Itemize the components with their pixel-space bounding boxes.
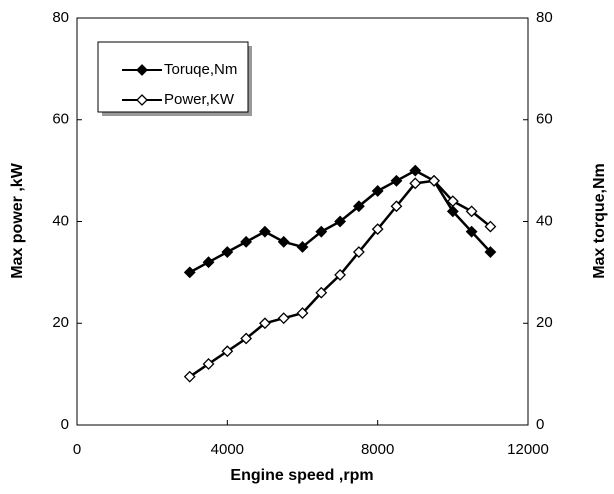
data-point bbox=[484, 220, 497, 233]
data-point bbox=[334, 268, 347, 281]
data-point bbox=[465, 205, 478, 218]
data-point bbox=[315, 225, 328, 238]
data-point bbox=[352, 246, 365, 258]
y2-tick-label: 40 bbox=[536, 212, 553, 229]
legend-marker bbox=[136, 64, 148, 76]
data-point bbox=[352, 200, 365, 213]
legend-label: Power,KW bbox=[164, 91, 235, 108]
y2-tick-label: 20 bbox=[536, 314, 553, 331]
data-point bbox=[277, 235, 290, 248]
x-tick-label: 0 bbox=[73, 441, 81, 458]
data-point bbox=[258, 225, 271, 238]
data-point bbox=[240, 235, 253, 248]
data-point bbox=[390, 174, 403, 187]
data-point bbox=[371, 185, 384, 197]
y-tick-label: 60 bbox=[52, 111, 69, 128]
data-point bbox=[296, 307, 309, 319]
data-point bbox=[221, 345, 234, 358]
data-point bbox=[371, 223, 384, 236]
x-axis-label: Engine speed ,rpm bbox=[230, 467, 373, 484]
y-axis-label: Max power ,kW bbox=[9, 162, 26, 278]
y-tick-label: 0 bbox=[61, 416, 69, 433]
data-point bbox=[409, 164, 422, 177]
data-point bbox=[183, 266, 196, 279]
x-tick-label: 4000 bbox=[211, 441, 244, 458]
data-point bbox=[428, 174, 440, 187]
y-tick-label: 20 bbox=[52, 314, 69, 331]
y2-tick-label: 0 bbox=[536, 416, 544, 433]
y-tick-label: 80 bbox=[52, 9, 69, 26]
legend-label: Toruqe,Nm bbox=[164, 61, 237, 78]
data-point bbox=[183, 370, 196, 383]
data-point bbox=[465, 225, 478, 238]
x-tick-label: 8000 bbox=[361, 441, 394, 458]
y2-tick-label: 80 bbox=[536, 9, 553, 26]
data-point bbox=[221, 246, 234, 258]
x-tick-label: 12000 bbox=[507, 441, 549, 458]
y2-axis-label: Max torque,Nm bbox=[591, 163, 608, 279]
data-point bbox=[390, 200, 403, 213]
data-point bbox=[202, 358, 215, 370]
data-point bbox=[334, 215, 347, 228]
data-point bbox=[202, 256, 215, 269]
legend-marker bbox=[136, 94, 148, 106]
data-point bbox=[296, 241, 309, 253]
data-point bbox=[240, 332, 253, 345]
data-point bbox=[446, 195, 459, 208]
data-point bbox=[484, 246, 497, 258]
y-tick-label: 40 bbox=[52, 212, 69, 229]
data-point bbox=[446, 205, 459, 218]
data-point bbox=[409, 177, 422, 190]
y2-tick-label: 60 bbox=[536, 111, 553, 128]
data-point bbox=[315, 286, 328, 299]
data-point bbox=[277, 312, 290, 325]
data-point bbox=[258, 317, 271, 330]
